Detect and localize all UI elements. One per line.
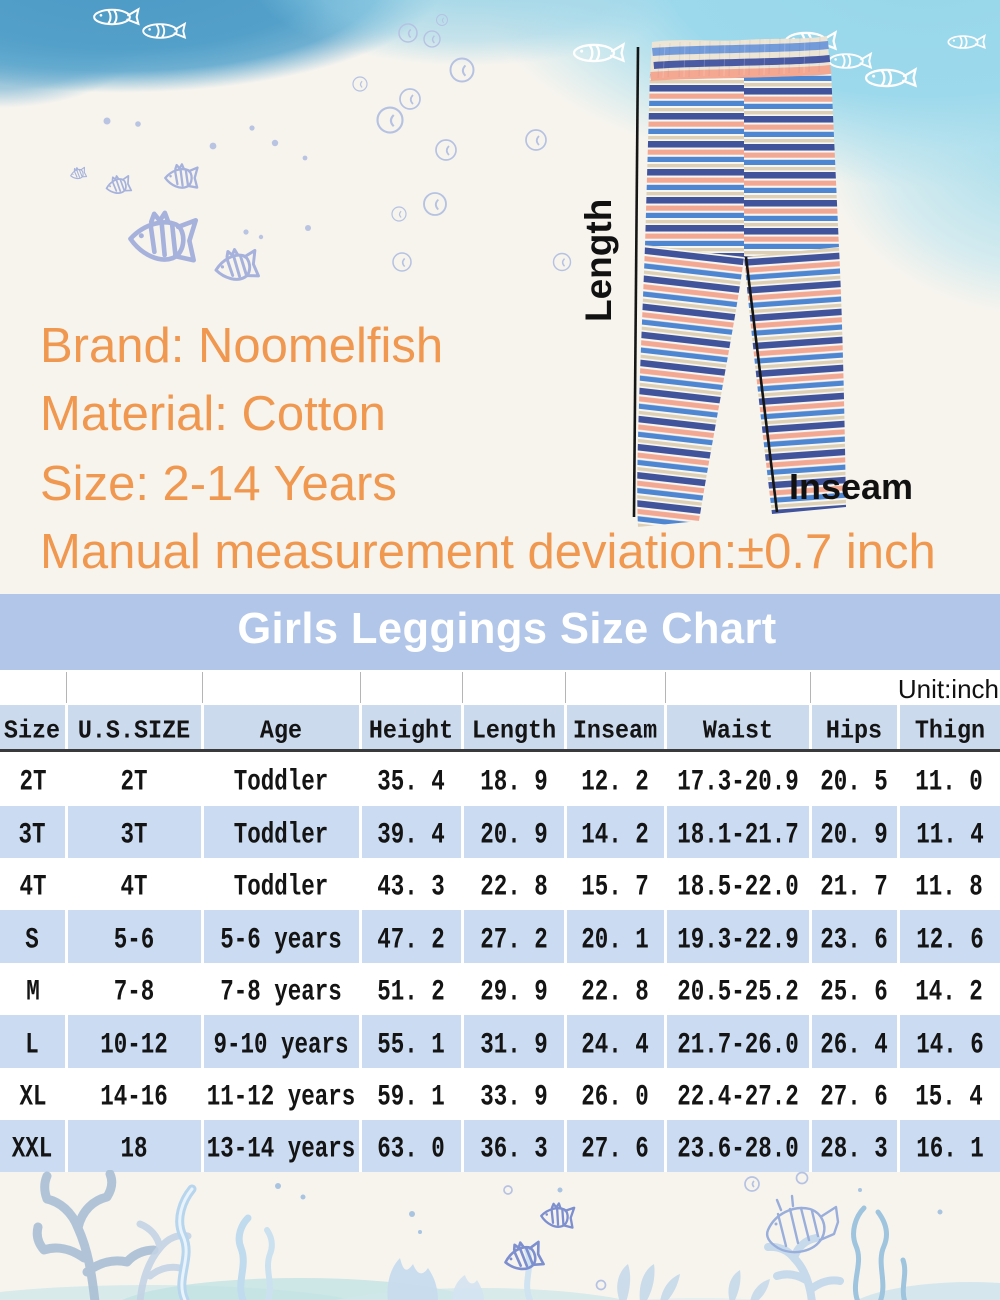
svg-text:Length: Length [578, 199, 619, 322]
svg-text:Inseam: Inseam [789, 466, 913, 507]
